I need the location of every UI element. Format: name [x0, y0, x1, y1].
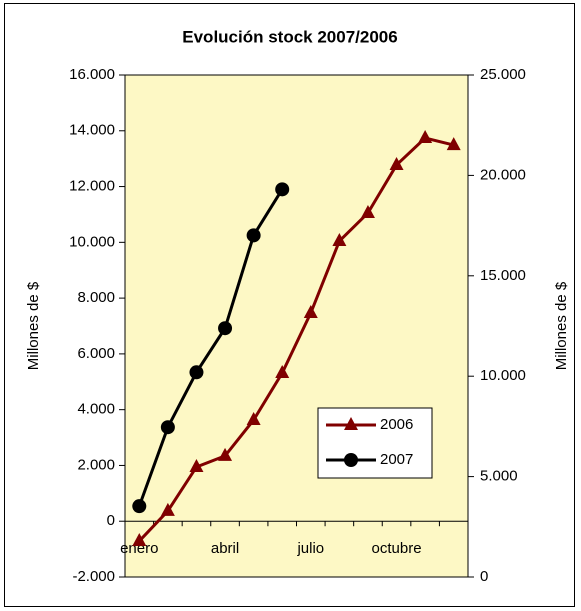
marker: [389, 156, 404, 170]
y2-tick-label: 0: [480, 568, 488, 585]
y2-tick-label: 10.000: [480, 367, 526, 384]
marker: [418, 130, 433, 144]
legend-marker: [344, 417, 358, 430]
legend-marker: [344, 453, 358, 467]
y-tick-label: 4.000: [77, 401, 115, 418]
y2-tick-label: 5.000: [480, 468, 518, 485]
marker: [360, 204, 375, 218]
marker: [303, 304, 318, 318]
y-tick-label: 10.000: [69, 233, 115, 250]
marker: [189, 365, 204, 380]
y2-axis-label: Millones de $: [553, 281, 570, 370]
series-line: [138, 136, 455, 543]
legend: [317, 407, 433, 479]
plot-area: [124, 74, 469, 578]
y-tick-label: 16.000: [69, 66, 115, 83]
x-tick-label: octubre: [372, 540, 422, 557]
marker: [246, 411, 261, 425]
x-tick-label: julio: [296, 540, 324, 557]
y2-tick-label: 15.000: [480, 267, 526, 284]
y2-tick-label: 25.000: [480, 66, 526, 83]
marker: [218, 447, 233, 461]
chart-title: Evolución stock 2007/2006: [182, 27, 397, 46]
x-tick-label: abril: [211, 540, 239, 557]
marker: [446, 137, 461, 151]
y-tick-label: 6.000: [77, 345, 115, 362]
y-tick-label: 8.000: [77, 289, 115, 306]
marker: [160, 502, 175, 516]
legend-label: 2007: [380, 451, 413, 468]
y-tick-label: 12.000: [69, 178, 115, 195]
x-tick-label: enero: [120, 540, 158, 557]
marker: [275, 182, 290, 197]
marker: [332, 233, 347, 247]
marker: [132, 499, 147, 514]
legend-label: 2006: [380, 416, 413, 433]
marker: [132, 533, 147, 547]
y-tick-label: 0: [107, 512, 115, 529]
marker: [275, 364, 290, 378]
y-tick-label: 14.000: [69, 122, 115, 139]
marker: [218, 321, 233, 336]
y-tick-label: -2.000: [72, 568, 115, 585]
y-tick-label: 2.000: [77, 456, 115, 473]
marker: [189, 458, 204, 472]
marker: [160, 420, 175, 435]
series-line: [137, 188, 284, 507]
y-axis-label: Millones de $: [25, 281, 42, 370]
marker: [246, 228, 261, 243]
y2-tick-label: 20.000: [480, 166, 526, 183]
